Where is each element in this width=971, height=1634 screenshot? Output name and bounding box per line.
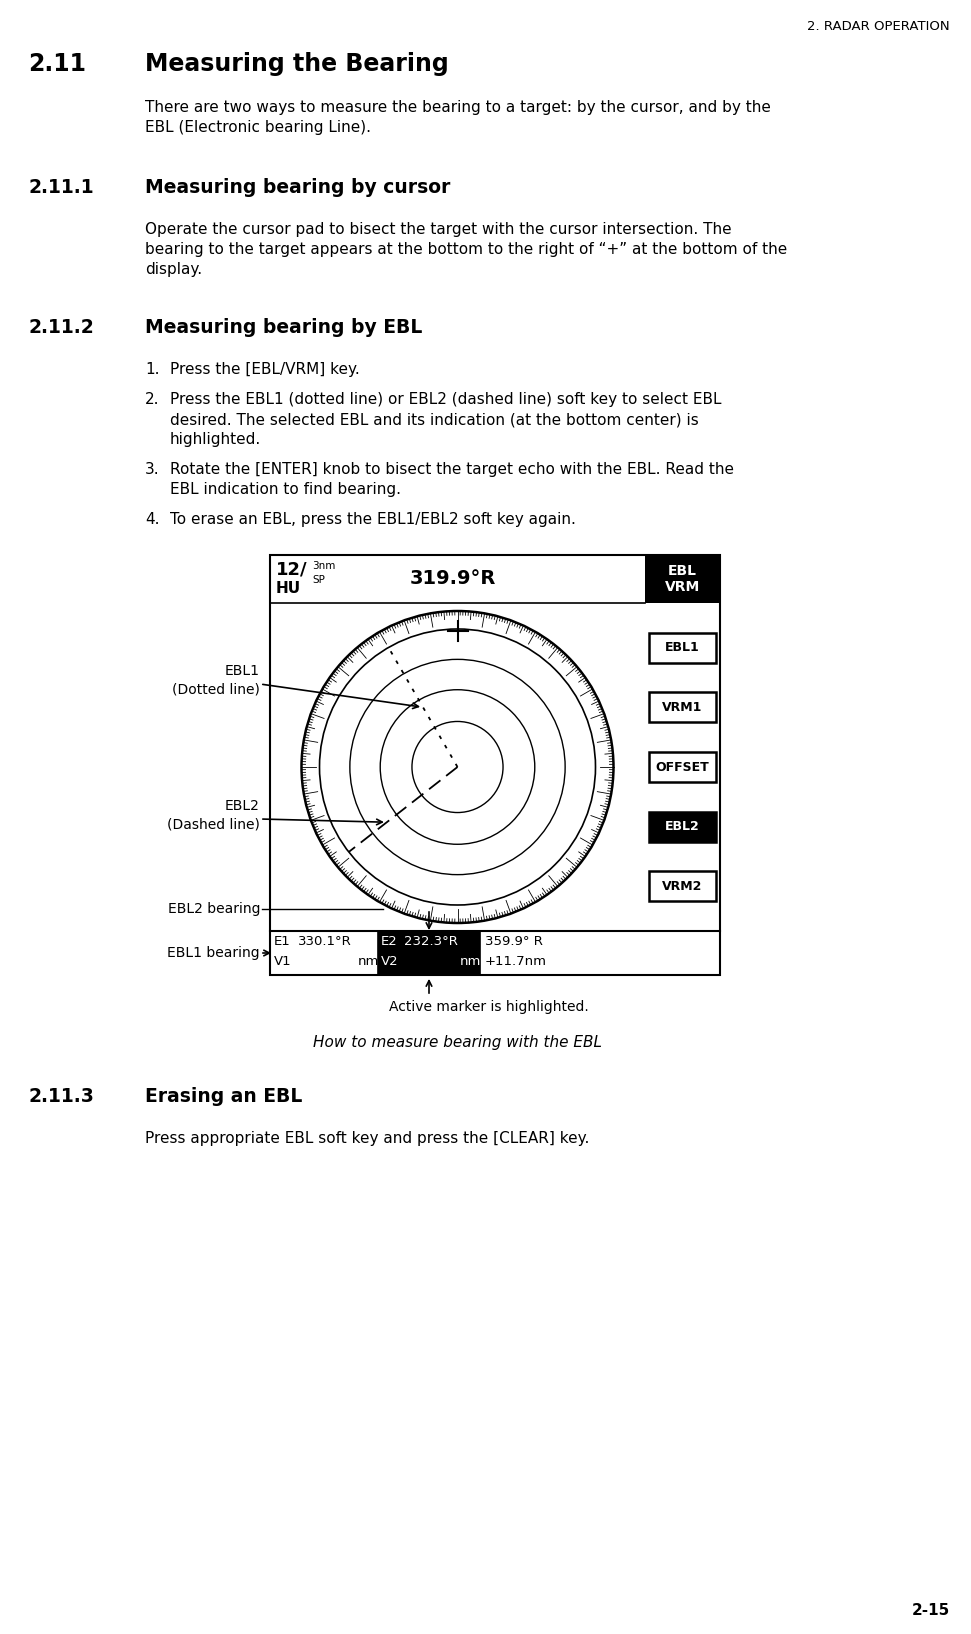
Text: EBL
VRM: EBL VRM xyxy=(665,564,700,595)
Text: +11.7nm: +11.7nm xyxy=(485,954,547,967)
Text: 12/: 12/ xyxy=(276,560,308,578)
Text: E1: E1 xyxy=(274,935,290,948)
Text: EBL1: EBL1 xyxy=(665,641,700,654)
Text: 4.: 4. xyxy=(145,511,159,528)
Bar xyxy=(649,632,716,663)
Text: EBL2: EBL2 xyxy=(225,799,260,814)
Text: EBL (Electronic bearing Line).: EBL (Electronic bearing Line). xyxy=(145,119,371,136)
Text: 330.1°R: 330.1°R xyxy=(298,935,352,948)
Text: desired. The selected EBL and its indication (at the bottom center) is: desired. The selected EBL and its indica… xyxy=(170,412,699,426)
Text: Press the EBL1 (dotted line) or EBL2 (dashed line) soft key to select EBL: Press the EBL1 (dotted line) or EBL2 (da… xyxy=(170,392,721,407)
Bar xyxy=(270,556,720,975)
Text: nm: nm xyxy=(460,954,482,967)
Text: VRM2: VRM2 xyxy=(662,879,703,892)
Text: EBL indication to find bearing.: EBL indication to find bearing. xyxy=(170,482,401,497)
Text: How to measure bearing with the EBL: How to measure bearing with the EBL xyxy=(313,1034,602,1051)
Text: (Dotted line): (Dotted line) xyxy=(172,681,260,696)
Text: There are two ways to measure the bearing to a target: by the cursor, and by the: There are two ways to measure the bearin… xyxy=(145,100,771,114)
Text: highlighted.: highlighted. xyxy=(170,431,261,448)
Text: 1.: 1. xyxy=(145,363,159,377)
Text: 2. RADAR OPERATION: 2. RADAR OPERATION xyxy=(807,20,950,33)
Text: EBL1: EBL1 xyxy=(225,663,260,678)
Text: Press the [EBL/VRM] key.: Press the [EBL/VRM] key. xyxy=(170,363,359,377)
Text: Measuring bearing by EBL: Measuring bearing by EBL xyxy=(145,319,422,337)
Text: SP: SP xyxy=(312,575,325,585)
Text: 359.9° R: 359.9° R xyxy=(485,935,543,948)
Bar xyxy=(649,693,716,722)
Text: Measuring the Bearing: Measuring the Bearing xyxy=(145,52,449,77)
Text: HU: HU xyxy=(276,582,301,596)
Bar xyxy=(649,812,716,842)
Text: EBL1 bearing: EBL1 bearing xyxy=(167,946,260,961)
Text: 3nm: 3nm xyxy=(312,560,335,570)
Text: To erase an EBL, press the EBL1/EBL2 soft key again.: To erase an EBL, press the EBL1/EBL2 sof… xyxy=(170,511,576,528)
Text: 2.11.1: 2.11.1 xyxy=(28,178,93,198)
Text: 232.3°R: 232.3°R xyxy=(404,935,458,948)
Bar xyxy=(645,556,720,603)
Text: 2.11: 2.11 xyxy=(28,52,86,77)
Text: nm: nm xyxy=(358,954,380,967)
Text: Press appropriate EBL soft key and press the [CLEAR] key.: Press appropriate EBL soft key and press… xyxy=(145,1131,589,1145)
Text: (Dashed line): (Dashed line) xyxy=(167,817,260,832)
Text: Measuring bearing by cursor: Measuring bearing by cursor xyxy=(145,178,451,198)
Text: EBL2 bearing: EBL2 bearing xyxy=(168,902,260,917)
Text: display.: display. xyxy=(145,261,202,278)
Text: 2-15: 2-15 xyxy=(912,1603,950,1618)
Text: EBL2: EBL2 xyxy=(665,820,700,833)
Bar xyxy=(649,752,716,783)
Text: V1: V1 xyxy=(274,954,291,967)
Text: Active marker is highlighted.: Active marker is highlighted. xyxy=(389,1000,588,1015)
Text: 2.11.3: 2.11.3 xyxy=(28,1087,94,1106)
Text: 319.9°R: 319.9°R xyxy=(410,570,495,588)
Text: bearing to the target appears at the bottom to the right of “+” at the bottom of: bearing to the target appears at the bot… xyxy=(145,242,787,257)
Text: 3.: 3. xyxy=(145,462,159,477)
Text: E2: E2 xyxy=(381,935,398,948)
Text: VRM1: VRM1 xyxy=(662,701,703,714)
Text: 2.: 2. xyxy=(145,392,159,407)
Bar xyxy=(378,931,480,975)
Bar xyxy=(649,871,716,902)
Text: 2.11.2: 2.11.2 xyxy=(28,319,94,337)
Text: Erasing an EBL: Erasing an EBL xyxy=(145,1087,302,1106)
Text: Operate the cursor pad to bisect the target with the cursor intersection. The: Operate the cursor pad to bisect the tar… xyxy=(145,222,731,237)
Text: OFFSET: OFFSET xyxy=(655,760,710,773)
Text: Rotate the [ENTER] knob to bisect the target echo with the EBL. Read the: Rotate the [ENTER] knob to bisect the ta… xyxy=(170,462,734,477)
Text: V2: V2 xyxy=(381,954,399,967)
